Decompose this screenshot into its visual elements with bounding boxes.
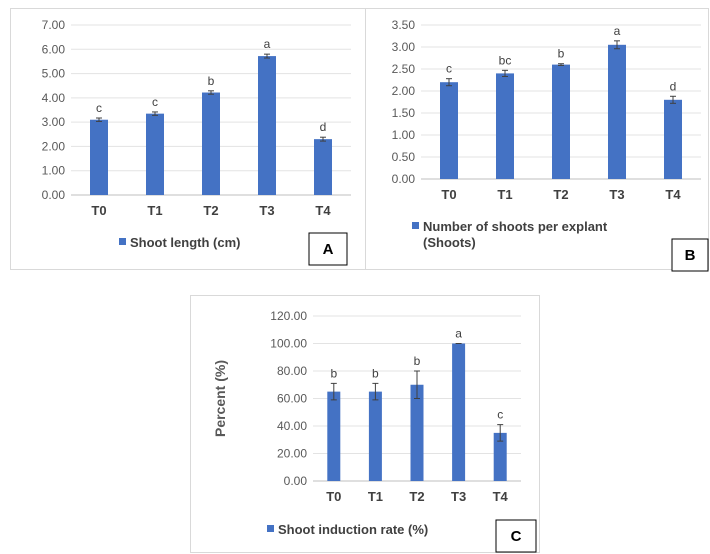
x-tick-label: T3 [451,489,466,504]
legend-swatch [412,222,419,229]
chart-c: 0.00 20.00 40.00 60.00 80.00 100.00 120.00 Perc… [212,309,537,553]
x-tick-label: T1 [368,489,383,504]
y-tick-label: 0.00 [42,188,66,202]
y-axis-label: Percent (%) [212,360,228,437]
significance-label: b [330,366,337,380]
panel-tag: B [685,247,696,264]
y-tick-label: 2.00 [392,84,416,98]
significance-label: c [497,408,503,422]
bar [258,56,276,196]
y-tick-label: 3.00 [392,40,416,54]
y-tick-label: 6.00 [42,42,66,56]
bar [314,139,332,195]
significance-label: c [446,62,452,76]
significance-label: b [208,74,215,88]
bar [410,384,424,481]
x-tick-label: T2 [203,203,218,218]
x-tick-label: T3 [609,187,624,202]
y-tick-label: 20.00 [277,447,307,461]
bar [496,73,514,179]
legend-label: Shoot induction rate (%) [278,522,428,537]
bar [552,64,570,179]
x-tick-label: T2 [409,489,424,504]
y-tick-label: 0.00 [392,172,416,186]
chart-panel-b: 0.00 0.50 1.00 1.50 2.00 2.50 3.00 3.50 c T0 bc T1 b… [365,8,709,272]
y-tick-label: 2.50 [392,62,416,76]
significance-label: d [320,120,327,134]
significance-label: a [614,24,621,38]
chart-b: 0.00 0.50 1.00 1.50 2.00 2.50 3.00 3.50 c T0 bc T1 b… [392,18,709,272]
bar [452,343,466,481]
legend-label: Number of shoots per explant [423,219,608,234]
significance-label: c [152,95,158,109]
y-tick-label: 40.00 [277,419,307,433]
bar [493,432,507,481]
x-tick-label: T4 [493,489,509,504]
legend-label: Shoot length (cm) [130,235,241,250]
significance-label: bc [499,53,512,67]
y-tick-label: 7.00 [42,18,66,32]
x-tick-label: T0 [326,489,341,504]
x-tick-label: T0 [91,203,106,218]
chart-panel-c: 0.00 20.00 40.00 60.00 80.00 100.00 120.00 Perc… [190,295,540,553]
chart-a: 0.00 1.00 2.00 3.00 4.00 5.00 6.00 7.00 c T0 c T1 b T… [42,18,351,266]
y-tick-label: 60.00 [277,392,307,406]
bar [440,82,458,179]
chart-panel-a: 0.00 1.00 2.00 3.00 4.00 5.00 6.00 7.00 c T0 c T1 b T… [10,8,366,270]
significance-label: a [455,327,462,341]
panel-tag-box [495,519,537,553]
y-tick-label: 100.00 [270,337,307,351]
y-tick-label: 0.00 [284,474,308,488]
y-tick-label: 1.00 [392,128,416,142]
significance-label: b [372,366,379,380]
y-tick-label: 3.50 [392,18,416,32]
y-tick-label: 1.00 [42,164,66,178]
bar [368,391,382,481]
significance-label: b [558,47,565,61]
bar [90,119,108,195]
panel-tag: A [323,241,334,258]
significance-label: a [264,37,271,51]
x-tick-label: T4 [665,187,681,202]
y-tick-label: 5.00 [42,67,66,81]
y-tick-label: 3.00 [42,115,66,129]
bar [146,113,164,195]
significance-label: d [670,79,677,93]
x-tick-label: T1 [497,187,512,202]
y-tick-label: 120.00 [270,309,307,323]
y-tick-label: 1.50 [392,106,416,120]
x-tick-label: T4 [315,203,331,218]
x-tick-label: T2 [553,187,568,202]
legend-swatch [119,238,126,245]
x-tick-label: T1 [147,203,162,218]
panel-tag: C [511,528,522,545]
panel-tag-box [671,238,709,272]
y-tick-label: 4.00 [42,91,66,105]
x-tick-label: T0 [441,187,456,202]
x-tick-label: T3 [259,203,274,218]
legend-swatch [267,525,274,532]
bar [327,391,341,481]
y-tick-label: 0.50 [392,150,416,164]
legend-label: (Shoots) [423,235,476,250]
y-tick-label: 2.00 [42,139,66,153]
bar [202,92,220,195]
y-tick-label: 80.00 [277,364,307,378]
panel-tag-box [308,232,348,266]
significance-label: b [414,354,421,368]
bar [664,99,682,179]
significance-label: c [96,101,102,115]
bar [608,44,626,179]
